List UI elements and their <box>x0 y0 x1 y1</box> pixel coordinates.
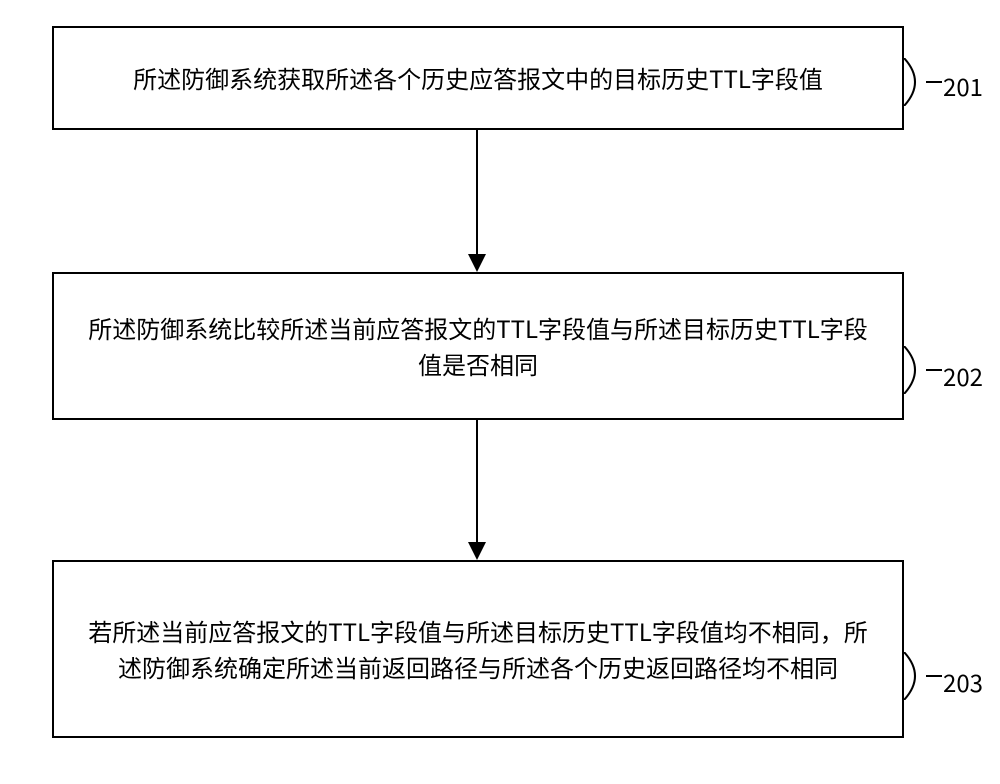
connector-202 <box>904 346 944 394</box>
connector-201 <box>904 58 944 106</box>
step-3-box: 若所述当前应答报文的TTL字段值与所述目标历史TTL字段值均不相同，所述防御系统… <box>52 560 904 738</box>
step-1-box: 所述防御系统获取所述各个历史应答报文中的目标历史TTL字段值 <box>52 26 904 130</box>
arrow-2-line <box>476 420 478 542</box>
arrow-1-line <box>476 130 478 254</box>
label-202: 202 <box>943 358 983 393</box>
label-201-text: 201 <box>943 68 983 103</box>
label-203: 203 <box>943 664 983 699</box>
step-1-text: 所述防御系统获取所述各个历史应答报文中的目标历史TTL字段值 <box>133 60 823 96</box>
step-2-box: 所述防御系统比较所述当前应答报文的TTL字段值与所述目标历史TTL字段值是否相同 <box>52 272 904 420</box>
step-3-text: 若所述当前应答报文的TTL字段值与所述目标历史TTL字段值均不相同，所述防御系统… <box>84 613 872 685</box>
label-201: 201 <box>943 68 983 103</box>
arrow-1-head <box>468 254 486 272</box>
label-202-text: 202 <box>943 358 983 393</box>
arrow-2-head <box>468 542 486 560</box>
label-203-text: 203 <box>943 664 983 699</box>
flowchart-canvas: 所述防御系统获取所述各个历史应答报文中的目标历史TTL字段值 所述防御系统比较所… <box>0 0 1000 784</box>
connector-203 <box>904 652 944 700</box>
step-2-text: 所述防御系统比较所述当前应答报文的TTL字段值与所述目标历史TTL字段值是否相同 <box>84 310 872 382</box>
